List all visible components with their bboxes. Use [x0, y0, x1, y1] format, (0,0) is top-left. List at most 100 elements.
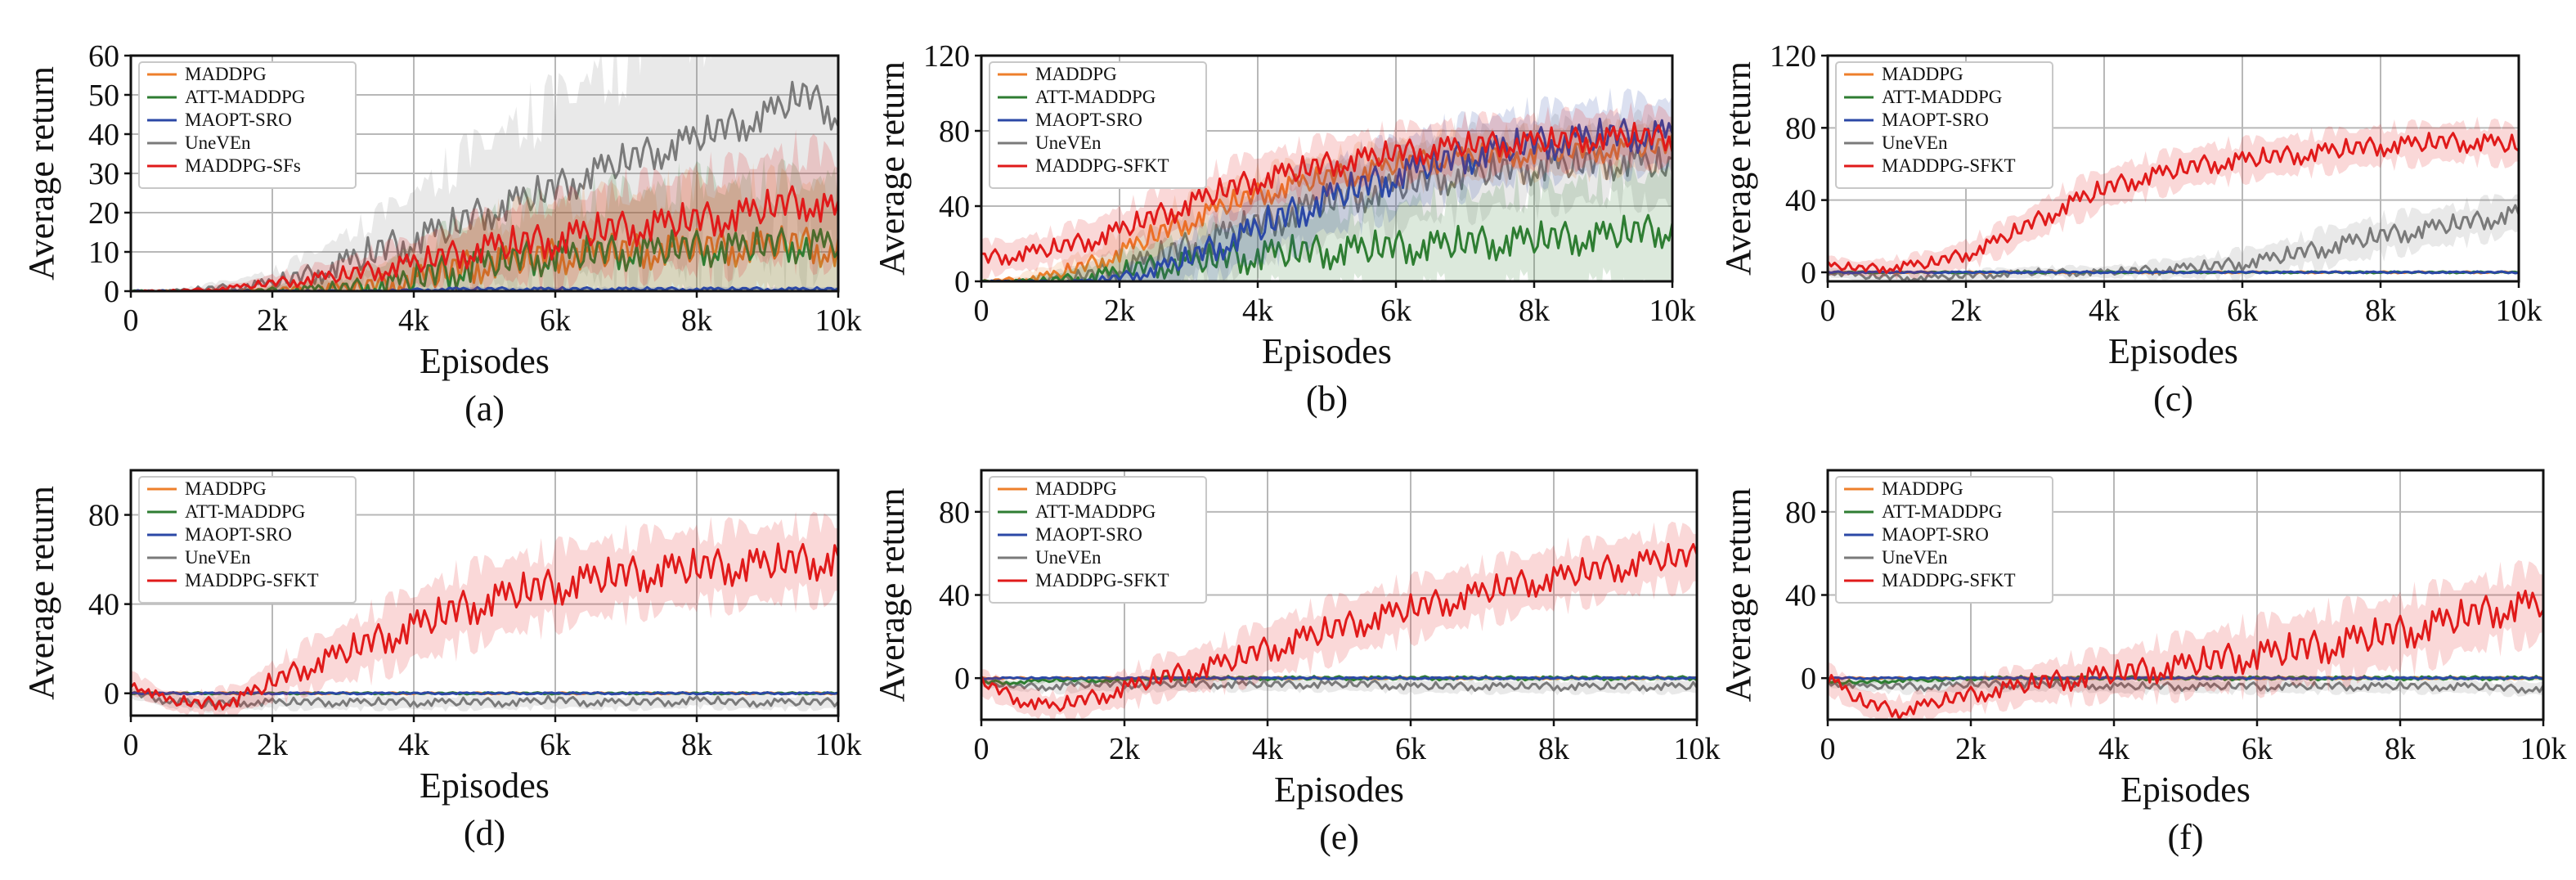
axes-frame — [980, 54, 1674, 283]
legend: MADDPGATT-MADDPGMAOPT-SROUneVEnMADDPG-SF… — [989, 61, 1207, 189]
chart-panel: 0 2k 4k 6k 8k 10k 0 40 80 Episodes Average return (… — [1718, 469, 2567, 857]
chart-panel: 0 2k 4k 6k 8k 10k 0 40 80 Episodes Average return (… — [21, 469, 862, 853]
legend-label: UneVEn — [185, 547, 251, 568]
x-tick-label: 6k — [540, 303, 571, 338]
y-tick-label: 80 — [1785, 496, 1816, 530]
legend-label: ATT-MADDPG — [185, 501, 305, 522]
legend: MADDPGATT-MADDPGMAOPT-SROUneVEnMADDPG-SF… — [1835, 61, 2053, 189]
y-tick-label: 20 — [88, 196, 119, 231]
x-tick-label: 2k — [1109, 732, 1140, 766]
legend-frame — [989, 61, 1207, 189]
series-band — [1828, 116, 2519, 281]
x-tick-label: 4k — [398, 303, 429, 338]
series-band — [1828, 675, 2543, 698]
x-tick-label: 4k — [1252, 732, 1283, 766]
y-tick-label: 40 — [1785, 184, 1816, 218]
legend-label: ATT-MADDPG — [1035, 87, 1156, 107]
y-tick-label: 0 — [954, 265, 970, 299]
x-tick-label: 2k — [1950, 294, 1981, 328]
plot-area — [131, 511, 838, 716]
x-tick-label: 10k — [1649, 294, 1696, 328]
legend-label: MAOPT-SRO — [1035, 110, 1142, 130]
y-tick-label: 0 — [104, 275, 119, 309]
legend-label: MADDPG-SFKT — [1882, 155, 2016, 176]
series-line — [981, 133, 1672, 281]
y-tick-label: 0 — [1801, 662, 1816, 696]
series-line — [1828, 676, 2543, 680]
y-tick-label: 0 — [1801, 256, 1816, 290]
x-tick-label: 4k — [398, 728, 429, 762]
legend: MADDPGATT-MADDPGMAOPT-SROUneVEnMADDPG-SF… — [989, 476, 1207, 604]
y-axis-label: Average return — [1718, 61, 1758, 276]
chart-panel: 0 2k 4k 6k 8k 10k0102030405060EpisodesAverage… — [21, 39, 862, 429]
series-line — [981, 542, 1697, 712]
legend-label: UneVEn — [1035, 547, 1102, 568]
x-tick-label: 10k — [2496, 294, 2542, 328]
y-tick-label: 0 — [954, 662, 970, 696]
legend-label: MADDPG — [1035, 478, 1117, 499]
panel-caption: (e) — [1319, 817, 1359, 857]
legend: MADDPGATT-MADDPGMAOPT-SROUneVEnMADDPG-SF… — [138, 61, 357, 189]
series-band — [131, 129, 838, 291]
plot-area — [1828, 560, 2543, 720]
x-axis-label: Episodes — [2108, 331, 2238, 371]
plot-area — [981, 521, 1697, 720]
legend-label: ATT-MADDPG — [1882, 87, 2002, 107]
series-line — [981, 213, 1672, 281]
x-tick-label: 10k — [2520, 732, 2567, 766]
legend-label: MADDPG-SFKT — [1035, 570, 1169, 590]
x-tick-label: 8k — [681, 303, 712, 338]
y-tick-label: 10 — [88, 236, 119, 270]
y-tick-label: 120 — [1770, 39, 1816, 74]
y-tick-label: 40 — [939, 579, 970, 613]
legend-label: MAOPT-SRO — [1882, 524, 1989, 545]
legend-frame — [138, 476, 357, 604]
y-tick-label: 50 — [88, 79, 119, 113]
series-line — [1828, 679, 2543, 694]
legend-label: ATT-MADDPG — [1035, 501, 1156, 522]
legend-label: MADDPG — [1882, 64, 1963, 84]
legend-label: UneVEn — [1035, 132, 1102, 153]
x-tick-label: 10k — [815, 728, 862, 762]
legend-frame — [989, 476, 1207, 604]
plot-area — [981, 88, 1672, 281]
legend-label: ATT-MADDPG — [1882, 501, 2002, 522]
y-tick-label: 60 — [88, 39, 119, 74]
legend-label: ATT-MADDPG — [185, 87, 305, 107]
x-axis-label: Episodes — [2120, 770, 2251, 810]
panel-caption: (a) — [464, 388, 505, 429]
x-tick-label: 2k — [257, 728, 288, 762]
x-axis-label: Episodes — [1262, 331, 1392, 371]
panel-caption: (c) — [2153, 379, 2193, 419]
chart-panel: 0 2k 4k 6k 8k 10k 0 40 80 Episodes Average return (… — [872, 469, 1721, 857]
x-tick-label: 0 — [974, 732, 990, 766]
x-tick-label: 10k — [1674, 732, 1721, 766]
y-axis-label: Average return — [21, 486, 61, 700]
series-line — [1828, 590, 2543, 720]
series-band — [981, 88, 1672, 281]
x-tick-label: 6k — [2227, 294, 2258, 328]
x-tick-label: 6k — [540, 728, 571, 762]
series-band — [981, 101, 1672, 280]
legend: MADDPGATT-MADDPGMAOPT-SROUneVEnMADDPG-SF… — [1835, 476, 2053, 604]
x-tick-label: 10k — [815, 303, 862, 338]
y-axis-label: Average return — [872, 488, 912, 703]
x-tick-label: 0 — [123, 303, 139, 338]
x-axis-label: Episodes — [420, 341, 550, 381]
chart-panel: 0 2k 4k 6k 8k 10k 0 40 80 120 Episodes Average retu… — [1718, 39, 2542, 419]
y-axis-label: Average return — [872, 61, 912, 276]
series-line — [1828, 132, 2519, 274]
legend-frame — [1835, 476, 2053, 604]
y-tick-label: 40 — [1785, 579, 1816, 613]
series-band — [1828, 194, 2519, 281]
y-axis-label: Average return — [21, 66, 61, 281]
x-tick-label: 8k — [1519, 294, 1550, 328]
legend-label: MADDPG — [185, 64, 267, 84]
legend-label: MADDPG-SFs — [185, 155, 301, 176]
series-line — [981, 117, 1672, 281]
x-tick-label: 6k — [1395, 732, 1426, 766]
x-tick-label: 4k — [2089, 294, 2120, 328]
series-line — [131, 542, 838, 711]
x-tick-label: 0 — [974, 294, 990, 328]
